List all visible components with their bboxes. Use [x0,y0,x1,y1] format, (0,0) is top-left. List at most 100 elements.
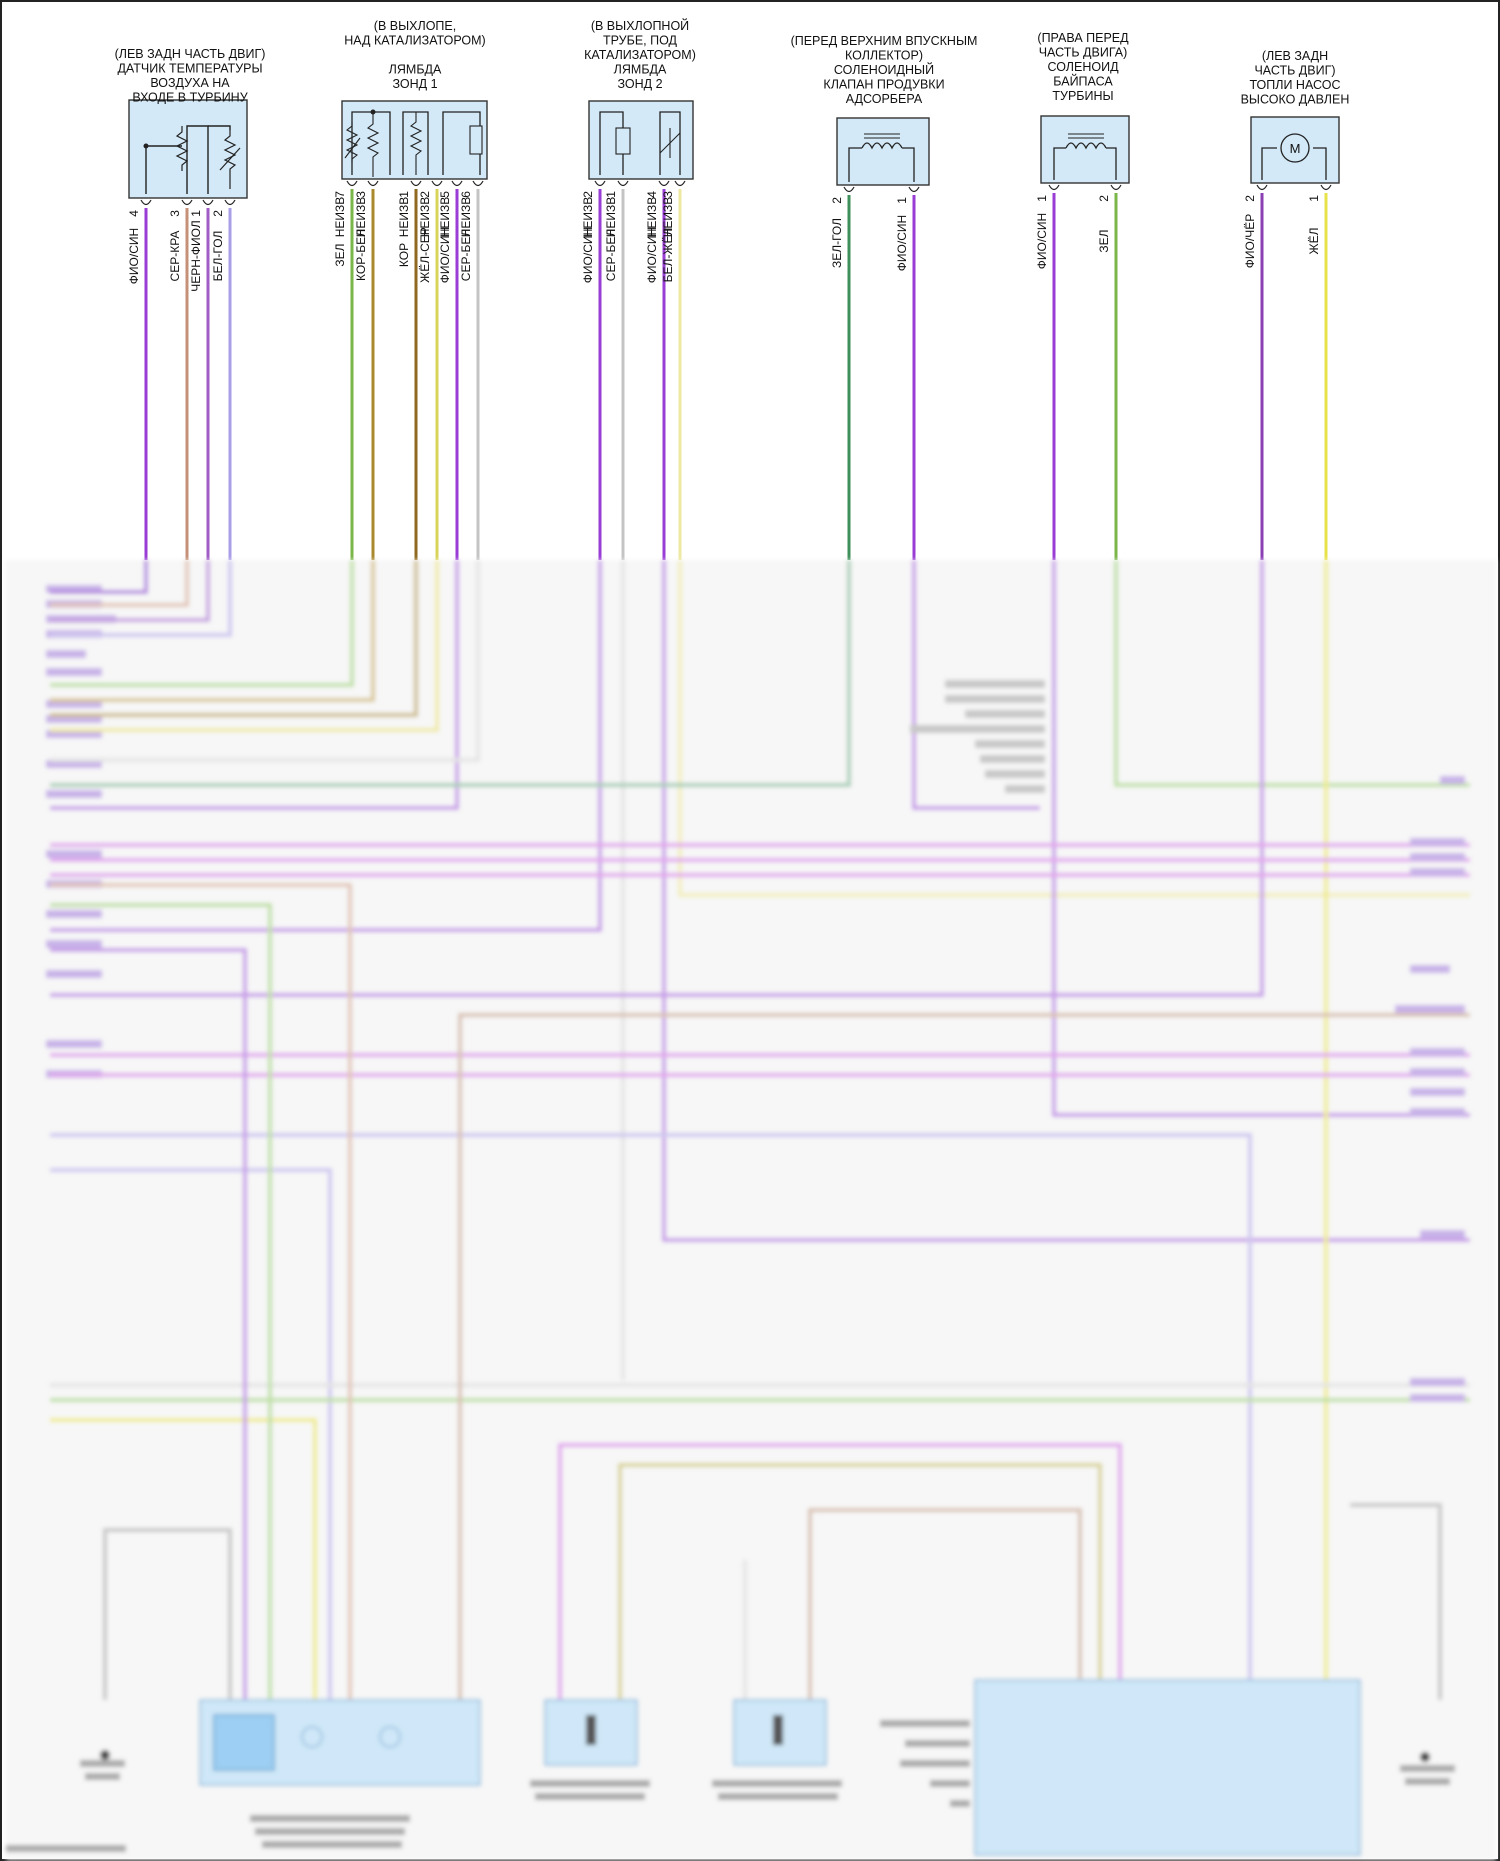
component-title-line: ЗОНД 1 [392,77,437,91]
wire-color-label: БЕЛ-ЖЁЛ [661,228,675,283]
wire-color-label: СЕР-КРА [168,231,182,282]
pin-number: 3 [354,191,368,198]
pin-number: 2 [211,210,225,217]
component-title-line: ТОПЛИ НАСОС [1249,78,1340,92]
lambda-sensor-2 [588,100,694,180]
pin-status: НЕИЗВ [354,197,368,238]
component-title-line: ЧАСТЬ ДВИГ) [1254,64,1335,78]
top-wires [140,180,1332,560]
pin-status: НЕИЗВ [645,197,659,238]
wire-color-label: КОР-БЕЛ [354,229,368,281]
pin-status: НЕИЗВ [333,197,347,238]
component-title-line: ЗОНД 2 [617,77,662,91]
lambda-sensor-1 [341,100,488,180]
intake-air-temp-sensor [128,99,248,199]
wire-color-label: ФИО/ЧЁР [1243,214,1257,268]
pin-number: 4 [127,210,141,217]
pin-number: 2 [830,197,844,204]
component-title-line: ТРУБЕ, ПОД [603,34,678,48]
connector-pin-icon [140,199,152,206]
lower-diagram-blurred [6,560,1496,1860]
component-title-line: (ПЕРЕД ВЕРХНИМ ВПУСКНЫМ [791,34,978,48]
pin-number: 7 [333,191,347,198]
connector-pin-icon [1320,184,1332,191]
connector-pin-icon [617,180,629,187]
connector-pin-icon [908,186,920,193]
component-title-line: НАД КАТАЛИЗАТОРОМ) [344,34,485,48]
connector-pin-icon [472,180,484,187]
wire-color-label: ФИО/СИН [645,227,659,283]
wire-color-label: ФИО/СИН [1035,213,1049,269]
connector-pin-icon [367,180,379,187]
wire-color-label: ЖЁЛ [1307,228,1321,255]
component-title-line: КАТАЛИЗАТОРОМ) [584,48,696,62]
wire-color-label: ЖЁЛ-СЕР [418,227,432,283]
pin-number: 4 [645,191,659,198]
wire-color-label: БЕЛ-ГОЛ [211,231,225,282]
component-title-line: ДАТЧИК ТЕМПЕРАТУРЫ [117,62,262,76]
component-title-line: ЛЯМБДА [389,63,442,77]
connector-pin-icon [451,180,463,187]
wire-color-label: ФИО/СИН [895,215,909,271]
component-title-line: БАЙПАСА [1053,74,1113,89]
pin-number: 1 [604,191,618,198]
connector-pin-icon [674,180,686,187]
wire-color-label: ФИО/СИН [581,227,595,283]
component-title-line: (В ВЫХЛОПЕ, [374,19,456,33]
component-title-line: ЛЯМБДА [614,63,667,77]
purge-solenoid [836,117,930,186]
pin-status: НЕИЗВ [581,197,595,238]
wire-color-label: ФИО/СИН [438,227,452,283]
pin-number: 1 [397,191,411,198]
pin-number: 3 [661,191,675,198]
pin-number: 5 [438,191,452,198]
pin-status: НЕИЗВ [661,197,675,238]
pin-number: 1 [895,197,909,204]
wire-color-label: ЧЕРН-ФИОЛ [189,220,203,292]
wire-color-label: СЕР-БЕЛ [604,229,618,281]
pin-number: 1 [1307,195,1321,202]
wire-color-label: СЕР-БЕЛ [459,229,473,281]
component-title-line: (ПРАВА ПЕРЕД [1037,31,1129,45]
component-title-line: (В ВЫХЛОПНОЙ [591,18,689,33]
component-title-line: (ЛЕВ ЗАДН ЧАСТЬ ДВИГ) [115,47,266,61]
pin-number: 2 [418,191,432,198]
component-title-line: ТУРБИНЫ [1052,89,1113,103]
connector-pin-icon [843,186,855,193]
wire-color-label: ФИО/СИН [127,228,141,284]
connector-pin-icon [181,199,193,206]
component-title-line: ВОЗДУХА НА [150,76,230,90]
pin-status: НЕИЗВ [418,197,432,238]
component-title-line: СОЛЕНОИДНЫЙ [834,62,934,77]
wire-color-label: КОР [397,243,411,267]
pin-number: 6 [459,191,473,198]
wire-color-label: ЗЕЛ-ГОЛ [830,218,844,268]
component-title-line: (ЛЕВ ЗАДН [1262,49,1328,63]
pin-status: НЕИЗВ [459,197,473,238]
connector-pin-icon [1048,184,1060,191]
connector-pin-icon [594,180,606,187]
connector-pin-icon [410,180,422,187]
wire-color-label: ЗЕЛ [333,243,347,266]
component-title-line: ВХОДЕ В ТУРБИНУ [132,91,247,105]
connector-pin-icon [346,180,358,187]
pin-status: НЕИЗВ [397,197,411,238]
component-titles: (ЛЕВ ЗАДН ЧАСТЬ ДВИГ)ДАТЧИК ТЕМПЕРАТУРЫВ… [115,18,1350,107]
connector-pin-icon [1256,184,1268,191]
component-title-line: АДСОРБЕРА [846,92,923,106]
component-title-line: КЛАПАН ПРОДУВКИ [823,78,944,92]
component-title-line: ЧАСТЬ ДВИГА) [1039,46,1128,60]
pin-number: 2 [1097,195,1111,202]
connector-pin-icon [1110,184,1122,191]
component-title-line: КОЛЛЕКТОР) [845,49,923,63]
pin-number: 3 [168,210,182,217]
connector-pin-icon [658,180,670,187]
pin-number: 2 [581,191,595,198]
pin-status: НЕИЗВ [604,197,618,238]
turbo-bypass-solenoid [1040,115,1130,184]
connector-pin-icon [224,199,236,206]
wire-color-label: ЗЕЛ [1097,229,1111,252]
pin-number: 2 [1243,195,1257,202]
motor-symbol: M [1290,141,1301,156]
